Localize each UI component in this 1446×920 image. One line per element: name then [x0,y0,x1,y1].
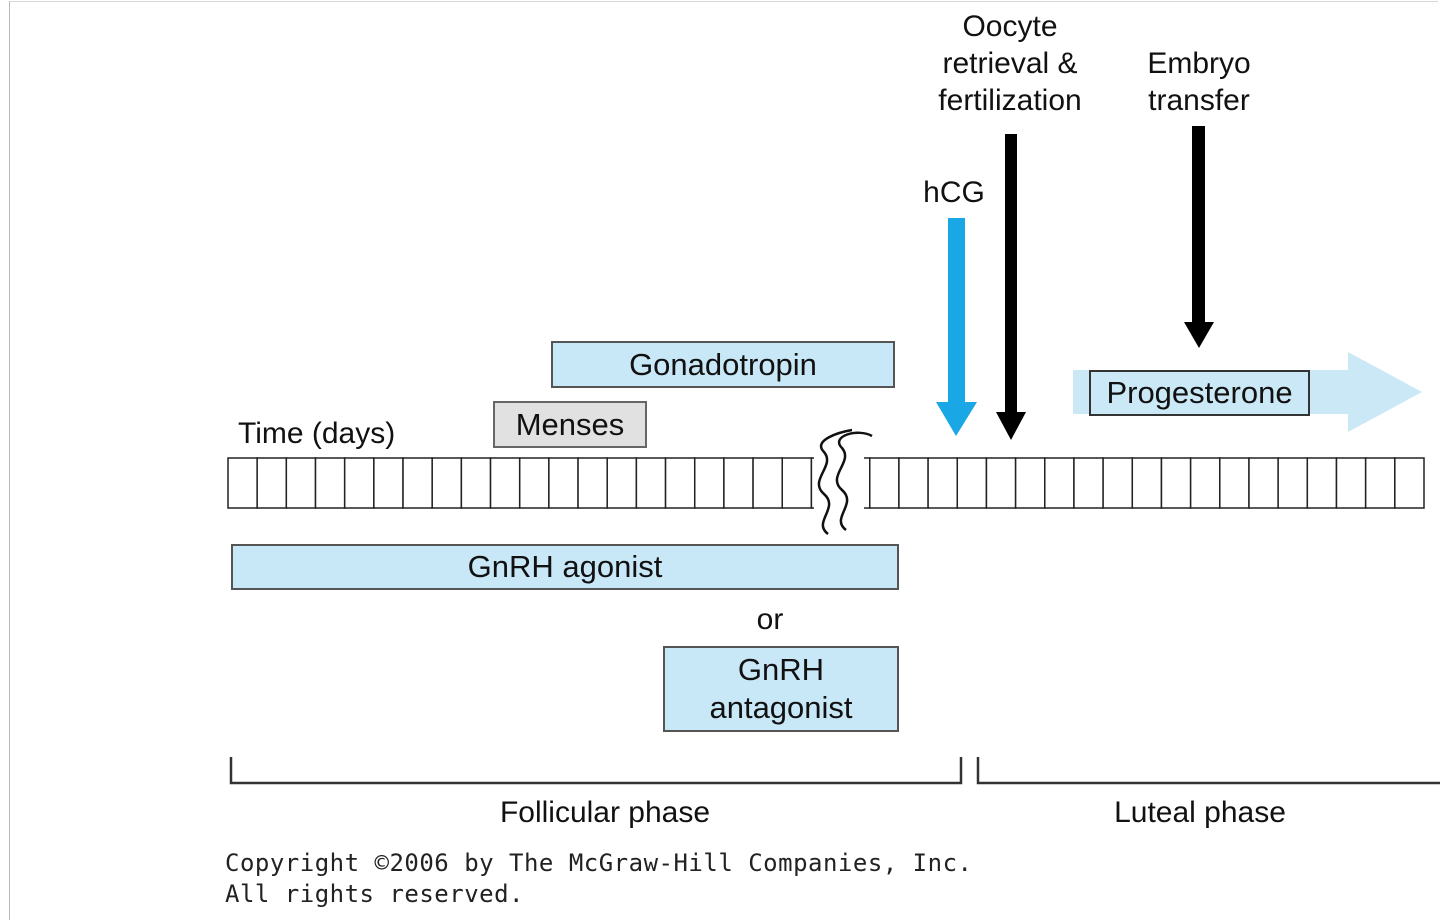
hcg-label: hCG [923,176,985,209]
timeline-day-cell [1189,457,1221,509]
gnrh-antagonist-box: GnRH antagonist [663,646,899,732]
gnrh-agonist-box: GnRH agonist [231,544,899,590]
timeline-day-cell [227,457,258,509]
timeline-day-cell [781,457,813,509]
timeline-day-cell [1014,457,1046,509]
timeline-day-cell [402,457,433,509]
timeline-days [227,457,1425,509]
copyright-line2: All rights reserved. [225,880,524,908]
embryo-transfer-label: Embryo transfer [1126,45,1272,119]
timeline-day-cell [314,457,346,509]
oocyte-label-line1: Oocyte [962,10,1058,43]
copyright-notice: Copyright ©2006 by The McGraw-Hill Compa… [225,848,972,910]
timeline-day-cell [898,457,929,509]
timeline-break-mark [817,428,853,535]
timeline-day-cell [1335,457,1367,509]
follicular-phase-label: Follicular phase [499,796,711,829]
copyright-line1: Copyright ©2006 by The McGraw-Hill Compa… [225,849,973,877]
timeline-day-cell [285,457,317,509]
timeline-day-cell [723,457,754,509]
menses-box: Menses [493,401,647,448]
timeline-day-cell [1364,457,1396,509]
progesterone-box: Progesterone [1089,370,1310,416]
timeline-day-cell [373,457,404,509]
timeline-day-cell [489,457,521,509]
timeline-day-cell [1394,457,1425,509]
timeline-day-cell [635,457,667,509]
timeline-day-cell [431,457,463,509]
oocyte-label-line3: fertilization [938,84,1082,117]
timeline-day-cell [985,457,1017,509]
timeline-day-cell [256,457,288,509]
luteal-phase-bracket [976,757,1440,785]
timeline-day-cell [1306,457,1338,509]
timeline-day-cell [1248,457,1279,509]
timeline-day-cell [343,457,375,509]
embryo-transfer-arrow [1184,126,1214,348]
timeline-day-cell [956,457,988,509]
timeline-break-mark-2 [835,431,873,531]
hcg-arrow [936,218,977,436]
timeline-day-cell [460,457,492,509]
figure-frame [9,1,1438,920]
gonadotropin-box: Gonadotropin [551,341,895,388]
timeline-day-cell [1131,457,1163,509]
timeline-day-cell [1044,457,1075,509]
progesterone-arrow [1073,352,1422,432]
timeline-day-cell [577,457,608,509]
gnrh-antagonist-line1: GnRH [737,652,825,687]
timeline-day-cell [1219,457,1250,509]
timeline-day-cell [927,457,959,509]
timeline-day-cell [606,457,638,509]
timeline-day-cell [869,457,900,509]
gnrh-antagonist-line2: antagonist [709,690,853,725]
timeline-day-cell [1160,457,1192,509]
timeline-day-cell [752,457,783,509]
oocyte-label-line2: retrieval & [942,47,1078,80]
time-axis-label: Time (days) [238,417,396,450]
embryo-label-line2: transfer [1148,84,1250,117]
timeline-day-cell [1102,457,1134,509]
embryo-label-line1: Embryo [1147,47,1251,80]
timeline-break-gap [814,452,864,512]
oocyte-retrieval-label: Oocyte retrieval & fertilization [924,8,1096,119]
or-label: or [756,603,784,636]
timeline-day-cell [518,457,550,509]
follicular-phase-bracket [229,757,963,785]
timeline-day-cell [664,457,696,509]
timeline-day-cell [693,457,725,509]
timeline-day-cell [1277,457,1309,509]
timeline-day-cell [548,457,579,509]
timeline-day-cell [1073,457,1104,509]
luteal-phase-label: Luteal phase [1114,796,1286,829]
oocyte-retrieval-arrow [996,134,1026,440]
